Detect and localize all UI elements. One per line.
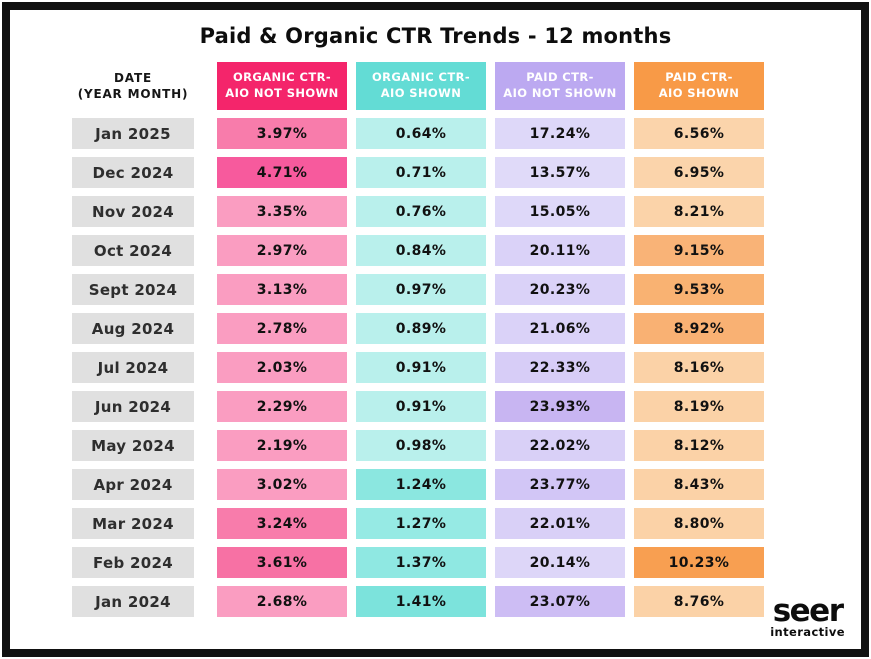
value-cell-organic-ctr-aio-shown: 0.71% bbox=[356, 157, 486, 188]
value-cell-organic-ctr-aio-shown: 0.98% bbox=[356, 430, 486, 461]
date-cell: Nov 2024 bbox=[72, 196, 194, 227]
column-header-organic-ctr-aio-shown: ORGANIC CTR- AIO SHOWN bbox=[356, 62, 486, 110]
date-cell: Apr 2024 bbox=[72, 469, 194, 500]
value-cell-paid-ctr-aio-shown: 6.95% bbox=[634, 157, 764, 188]
page-title: Paid & Organic CTR Trends - 12 months bbox=[199, 24, 672, 48]
date-cell: Feb 2024 bbox=[72, 547, 194, 578]
date-cell: May 2024 bbox=[72, 430, 194, 461]
value-cell-paid-ctr-aio-shown: 8.43% bbox=[634, 469, 764, 500]
value-cell-paid-ctr-aio-not-shown: 23.93% bbox=[495, 391, 625, 422]
value-cell-paid-ctr-aio-shown: 8.92% bbox=[634, 313, 764, 344]
date-header-line1: DATE bbox=[114, 70, 152, 85]
value-cell-paid-ctr-aio-not-shown: 22.01% bbox=[495, 508, 625, 539]
value-cell-paid-ctr-aio-not-shown: 15.05% bbox=[495, 196, 625, 227]
value-cell-organic-ctr-aio-not-shown: 2.97% bbox=[217, 235, 347, 266]
column-header-label-line1: PAID CTR- bbox=[665, 70, 733, 85]
value-cell-organic-ctr-aio-not-shown: 3.02% bbox=[217, 469, 347, 500]
value-cell-organic-ctr-aio-not-shown: 3.35% bbox=[217, 196, 347, 227]
value-cell-paid-ctr-aio-shown: 6.56% bbox=[634, 118, 764, 149]
date-cell: Jul 2024 bbox=[72, 352, 194, 383]
value-cell-organic-ctr-aio-not-shown: 3.13% bbox=[217, 274, 347, 305]
value-cell-organic-ctr-aio-shown: 0.76% bbox=[356, 196, 486, 227]
date-cell: Dec 2024 bbox=[72, 157, 194, 188]
column-header-paid-ctr-aio-shown: PAID CTR- AIO SHOWN bbox=[634, 62, 764, 110]
value-cell-paid-ctr-aio-not-shown: 22.02% bbox=[495, 430, 625, 461]
value-cell-paid-ctr-aio-shown: 8.19% bbox=[634, 391, 764, 422]
value-cell-paid-ctr-aio-not-shown: 21.06% bbox=[495, 313, 625, 344]
value-cell-paid-ctr-aio-not-shown: 20.14% bbox=[495, 547, 625, 578]
value-cell-organic-ctr-aio-not-shown: 3.61% bbox=[217, 547, 347, 578]
value-cell-organic-ctr-aio-not-shown: 2.68% bbox=[217, 586, 347, 617]
value-cell-paid-ctr-aio-shown: 8.76% bbox=[634, 586, 764, 617]
value-cell-paid-ctr-aio-not-shown: 23.77% bbox=[495, 469, 625, 500]
value-cell-organic-ctr-aio-not-shown: 4.71% bbox=[217, 157, 347, 188]
value-cell-paid-ctr-aio-not-shown: 22.33% bbox=[495, 352, 625, 383]
seer-interactive-logo: seer interactive bbox=[770, 592, 845, 639]
value-cell-paid-ctr-aio-not-shown: 20.23% bbox=[495, 274, 625, 305]
value-cell-organic-ctr-aio-not-shown: 3.97% bbox=[217, 118, 347, 149]
value-cell-organic-ctr-aio-shown: 0.64% bbox=[356, 118, 486, 149]
column-header-organic-ctr-aio-not-shown: ORGANIC CTR- AIO NOT SHOWN bbox=[217, 62, 347, 110]
logo-wordmark: seer bbox=[772, 592, 844, 629]
column-header-label-line2: AIO SHOWN bbox=[658, 86, 740, 100]
date-cell: Aug 2024 bbox=[72, 313, 194, 344]
value-cell-paid-ctr-aio-not-shown: 17.24% bbox=[495, 118, 625, 149]
value-cell-organic-ctr-aio-shown: 0.89% bbox=[356, 313, 486, 344]
value-cell-paid-ctr-aio-shown: 8.12% bbox=[634, 430, 764, 461]
value-cell-paid-ctr-aio-not-shown: 20.11% bbox=[495, 235, 625, 266]
column-header-label-line1: ORGANIC CTR- bbox=[371, 70, 471, 85]
value-cell-organic-ctr-aio-not-shown: 2.29% bbox=[217, 391, 347, 422]
value-cell-paid-ctr-aio-not-shown: 23.07% bbox=[495, 586, 625, 617]
value-cell-organic-ctr-aio-not-shown: 2.78% bbox=[217, 313, 347, 344]
value-cell-paid-ctr-aio-shown: 9.15% bbox=[634, 235, 764, 266]
ctr-trends-table: DATE (YEAR MONTH) ORGANIC CTR- AIO NOT SH… bbox=[72, 62, 764, 617]
column-header-label-line1: PAID CTR- bbox=[526, 70, 594, 85]
date-cell: Oct 2024 bbox=[72, 235, 194, 266]
column-header-paid-ctr-aio-not-shown: PAID CTR- AIO NOT SHOWN bbox=[495, 62, 625, 110]
value-cell-organic-ctr-aio-shown: 0.91% bbox=[356, 352, 486, 383]
value-cell-organic-ctr-aio-shown: 0.97% bbox=[356, 274, 486, 305]
column-header-label-line2: AIO NOT SHOWN bbox=[225, 86, 339, 100]
value-cell-organic-ctr-aio-not-shown: 2.03% bbox=[217, 352, 347, 383]
value-cell-paid-ctr-aio-shown: 8.16% bbox=[634, 352, 764, 383]
date-cell: Jan 2025 bbox=[72, 118, 194, 149]
value-cell-paid-ctr-aio-shown: 8.80% bbox=[634, 508, 764, 539]
value-cell-paid-ctr-aio-shown: 9.53% bbox=[634, 274, 764, 305]
date-cell: Sept 2024 bbox=[72, 274, 194, 305]
logo-subtext: interactive bbox=[770, 625, 845, 639]
value-cell-organic-ctr-aio-not-shown: 3.24% bbox=[217, 508, 347, 539]
value-cell-paid-ctr-aio-shown: 8.21% bbox=[634, 196, 764, 227]
value-cell-organic-ctr-aio-shown: 0.84% bbox=[356, 235, 486, 266]
date-cell: Jan 2024 bbox=[72, 586, 194, 617]
value-cell-organic-ctr-aio-not-shown: 2.19% bbox=[217, 430, 347, 461]
date-cell: Jun 2024 bbox=[72, 391, 194, 422]
value-cell-paid-ctr-aio-not-shown: 13.57% bbox=[495, 157, 625, 188]
date-column-header: DATE (YEAR MONTH) bbox=[72, 62, 194, 110]
value-cell-organic-ctr-aio-shown: 1.41% bbox=[356, 586, 486, 617]
date-cell: Mar 2024 bbox=[72, 508, 194, 539]
column-header-label-line1: ORGANIC CTR- bbox=[232, 70, 332, 85]
column-header-label-line2: AIO SHOWN bbox=[380, 86, 462, 100]
value-cell-paid-ctr-aio-shown: 10.23% bbox=[634, 547, 764, 578]
value-cell-organic-ctr-aio-shown: 0.91% bbox=[356, 391, 486, 422]
value-cell-organic-ctr-aio-shown: 1.27% bbox=[356, 508, 486, 539]
date-header-line2: (YEAR MONTH) bbox=[77, 87, 189, 101]
value-cell-organic-ctr-aio-shown: 1.37% bbox=[356, 547, 486, 578]
value-cell-organic-ctr-aio-shown: 1.24% bbox=[356, 469, 486, 500]
column-header-label-line2: AIO NOT SHOWN bbox=[503, 86, 617, 100]
